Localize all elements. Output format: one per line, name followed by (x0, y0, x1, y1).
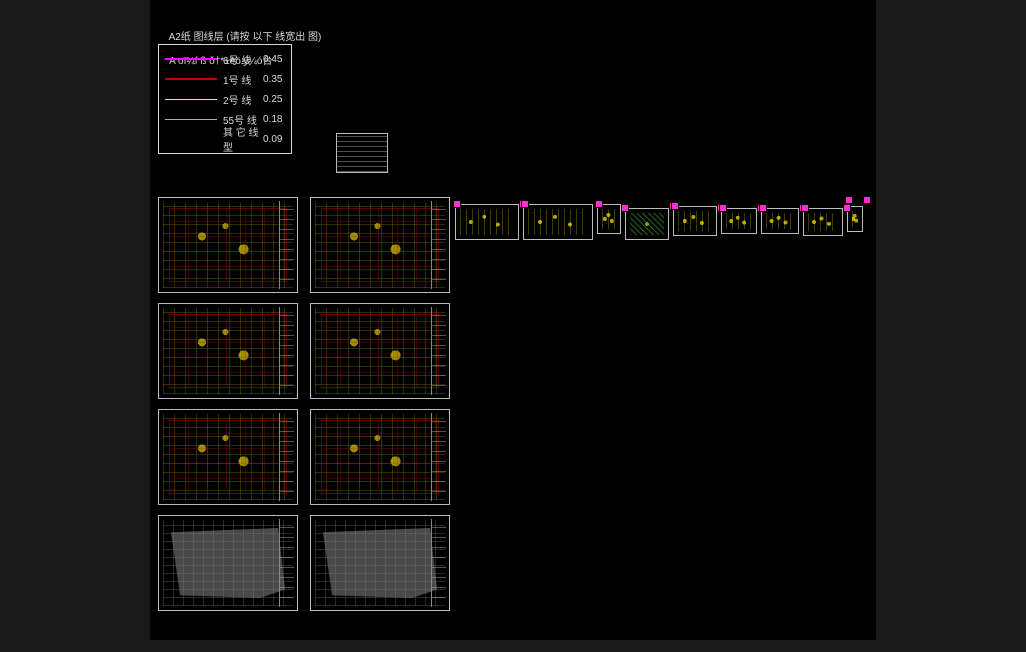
detail-drawing (808, 213, 838, 231)
legend-row-value: 0.18 (263, 114, 291, 125)
drawing-sheet[interactable] (310, 197, 450, 293)
legend-row-label: 其 它 线型 (223, 124, 263, 154)
legend-row: 1号 线0.35 (159, 69, 291, 89)
lineweight-swatch (165, 99, 217, 100)
legend-row-label: 6号 线 (223, 52, 263, 67)
legend-row-value: 0.35 (263, 74, 291, 85)
detail-sheet[interactable] (673, 206, 717, 236)
title-block (431, 307, 446, 395)
detail-drawing (460, 209, 514, 235)
sheet-thumbnail-small[interactable] (336, 133, 388, 173)
floor-plan (315, 414, 445, 500)
legend-row-value: 0.25 (263, 94, 291, 105)
legend-title-line1: A2纸 图线层 (请按 以下 线宽出 图) (169, 32, 322, 43)
title-block (279, 413, 294, 501)
detail-drawing (726, 213, 752, 229)
selection-grip[interactable] (863, 196, 871, 204)
lineweight-legend: 6号 线0.451号 线0.352号 线0.2555号 线0.18其 它 线型0… (158, 44, 292, 154)
lineweight-swatch (165, 119, 217, 120)
drawing-sheet[interactable] (158, 515, 298, 611)
detail-sheet[interactable] (803, 208, 843, 236)
drawing-sheet[interactable] (310, 515, 450, 611)
selection-grip[interactable] (453, 200, 461, 208)
cad-model-space[interactable]: A2纸 图线层 (请按 以下 线宽出 图) A oï¼f ß ð†*±èö.ý¼… (150, 0, 876, 640)
floor-plan (163, 520, 293, 606)
selection-grip[interactable] (521, 200, 529, 208)
drawing-sheet[interactable] (310, 303, 450, 399)
floor-plan (315, 202, 445, 288)
legend-row-label: 1号 线 (223, 72, 263, 87)
legend-row: 2号 线0.25 (159, 89, 291, 109)
drawing-sheet[interactable] (158, 197, 298, 293)
selection-grip[interactable] (719, 204, 727, 212)
drawing-sheet[interactable] (158, 409, 298, 505)
detail-sheet[interactable] (625, 208, 669, 240)
detail-drawing (678, 211, 712, 231)
floor-plan (315, 520, 445, 606)
legend-row: 其 它 线型0.09 (159, 129, 291, 149)
drawing-sheet[interactable] (158, 303, 298, 399)
title-block (279, 519, 294, 607)
lineweight-swatch (165, 78, 217, 80)
floor-plan (163, 202, 293, 288)
detail-drawing (852, 211, 858, 227)
detail-drawing (630, 213, 664, 235)
selection-grip[interactable] (595, 200, 603, 208)
selection-grip[interactable] (671, 202, 679, 210)
detail-drawing (528, 209, 588, 235)
detail-drawing (602, 209, 616, 229)
floor-plan (315, 308, 445, 394)
selection-grip[interactable] (801, 204, 809, 212)
title-block (279, 307, 294, 395)
detail-drawing (766, 213, 794, 229)
detail-sheet[interactable] (455, 204, 519, 240)
detail-sheet[interactable] (523, 204, 593, 240)
floor-plan (163, 308, 293, 394)
lineweight-swatch (165, 58, 217, 60)
legend-row-label: 2号 线 (223, 92, 263, 107)
detail-sheet[interactable] (597, 204, 621, 234)
floor-plan (163, 414, 293, 500)
selection-grip[interactable] (621, 204, 629, 212)
title-block (279, 201, 294, 289)
title-block (431, 201, 446, 289)
legend-row: 6号 线0.45 (159, 49, 291, 69)
selection-grip[interactable] (759, 204, 767, 212)
selection-grip[interactable] (843, 204, 851, 212)
selection-grip[interactable] (845, 196, 853, 204)
legend-row-value: 0.45 (263, 54, 291, 65)
legend-row-value: 0.09 (263, 134, 291, 145)
title-block (431, 413, 446, 501)
drawing-sheet[interactable] (310, 409, 450, 505)
title-block (431, 519, 446, 607)
